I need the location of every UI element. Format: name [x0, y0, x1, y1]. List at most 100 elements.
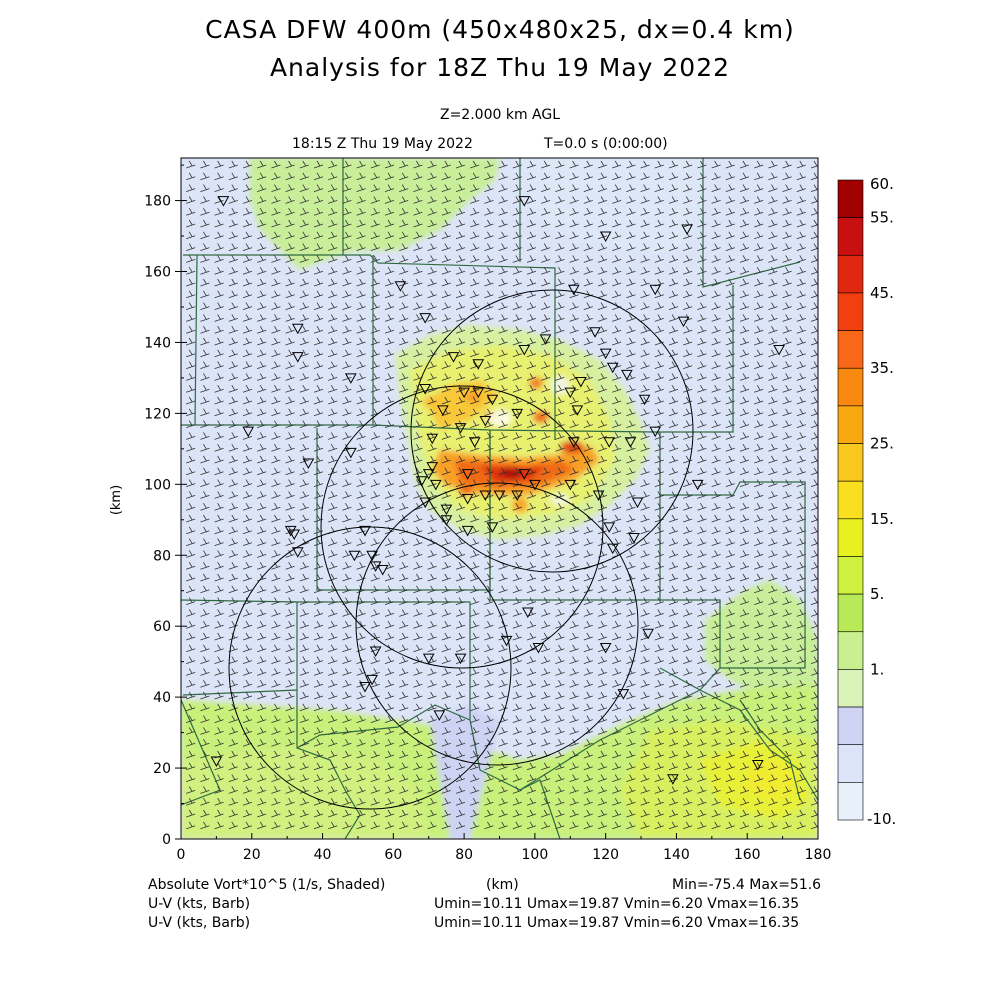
wind-barb: [541, 526, 551, 535]
wind-barb: [512, 727, 522, 735]
wind-barb: [768, 266, 778, 275]
wind-barb: [768, 774, 778, 782]
wind-barb: [313, 656, 324, 664]
wind-barb: [242, 337, 253, 346]
colorbar-label: 1.: [870, 660, 884, 678]
wind-barb: [498, 290, 508, 299]
wind-barb: [271, 384, 281, 393]
wind-barb: [498, 786, 508, 794]
wind-barb: [796, 396, 806, 405]
wind-barb: [271, 290, 281, 299]
wind-barb: [328, 550, 338, 558]
wind-barb: [569, 644, 579, 653]
wind-barb: [512, 786, 522, 794]
wind-barb: [583, 715, 593, 723]
wind-barb: [569, 207, 579, 216]
wind-barb: [668, 526, 679, 535]
x-tick-label: 60: [384, 847, 402, 863]
wind-barb: [739, 762, 750, 771]
colorbar-swatch: [837, 744, 864, 783]
wind-barb: [541, 243, 551, 251]
wind-barb: [697, 786, 707, 794]
wind-barb: [725, 349, 735, 358]
wind-barb: [526, 620, 537, 629]
wind-barb: [597, 656, 608, 664]
wind-barb: [214, 432, 224, 440]
station-marker: [376, 564, 389, 576]
wind-barb: [285, 620, 295, 629]
wind-barb: [384, 373, 395, 381]
wind-barb: [242, 290, 253, 299]
wind-barb: [810, 585, 818, 594]
wind-barb: [626, 172, 636, 181]
wind-barb: [725, 538, 735, 546]
wind-barb: [512, 502, 522, 511]
wind-barb: [384, 774, 395, 782]
wind-barb: [342, 715, 352, 723]
wind-barb: [186, 797, 196, 806]
wind-barb: [711, 762, 721, 771]
wind-barb: [181, 696, 182, 697]
wind-barb: [470, 561, 480, 570]
wind-barb: [668, 514, 679, 523]
wind-barb: [228, 160, 238, 169]
wind-barb: [541, 656, 551, 664]
wind-barb: [725, 408, 735, 417]
wind-barb: [356, 597, 366, 605]
wind-barb: [181, 412, 182, 414]
wind-barb: [782, 809, 792, 818]
wind-barb: [441, 420, 451, 428]
wind-barb: [782, 396, 792, 405]
wind-barb: [285, 762, 295, 771]
station-marker: [472, 387, 485, 399]
station-marker: [518, 196, 531, 207]
wind-barb: [441, 396, 451, 405]
wind-barb: [768, 561, 778, 570]
wind-barb: [754, 325, 764, 334]
wind-barb: [810, 550, 818, 558]
wind-barb: [181, 353, 182, 355]
wind-barb: [200, 609, 210, 617]
wind-barb: [739, 278, 750, 287]
wind-barb: [427, 809, 437, 818]
wind-barb: [626, 361, 636, 369]
wind-barb: [498, 703, 508, 712]
wind-barb: [299, 727, 309, 735]
station-marker: [521, 607, 534, 619]
wind-barb: [242, 172, 253, 181]
wind-barb: [668, 196, 679, 204]
wind-barb: [725, 703, 735, 712]
wind-barb: [455, 184, 466, 192]
wind-barb: [181, 778, 182, 780]
wind-barb: [725, 786, 735, 794]
wind-barb: [739, 243, 750, 251]
wind-barb: [697, 632, 707, 641]
wind-barb: [796, 609, 806, 617]
wind-barb: [285, 514, 295, 523]
wind-barb: [555, 786, 565, 794]
wind-barb: [555, 384, 565, 393]
wind-barb: [299, 679, 309, 688]
wind-barb: [200, 691, 210, 700]
footer-uv-stats-2: Umin=10.11 Umax=19.87 Vmin=6.20 Vmax=16.…: [434, 915, 800, 931]
wind-barb: [399, 809, 409, 818]
station-marker: [348, 550, 361, 562]
wind-barb: [299, 302, 309, 310]
wind-barb: [413, 526, 423, 535]
station-marker: [419, 384, 432, 395]
wind-barb: [626, 243, 636, 251]
wind-barb: [739, 715, 750, 723]
wind-barb: [711, 644, 721, 653]
wind-barb: [654, 632, 664, 641]
wind-barb: [555, 797, 565, 806]
wind-barb: [342, 703, 352, 712]
wind-barb: [285, 278, 295, 287]
wind-barb: [441, 538, 451, 546]
wind-barb: [313, 821, 324, 830]
wind-barb: [214, 550, 224, 558]
station-marker: [617, 689, 630, 700]
wind-barb: [200, 467, 210, 476]
wind-barb: [739, 373, 750, 381]
wind-barb: [569, 361, 579, 369]
wind-barb: [725, 302, 735, 310]
